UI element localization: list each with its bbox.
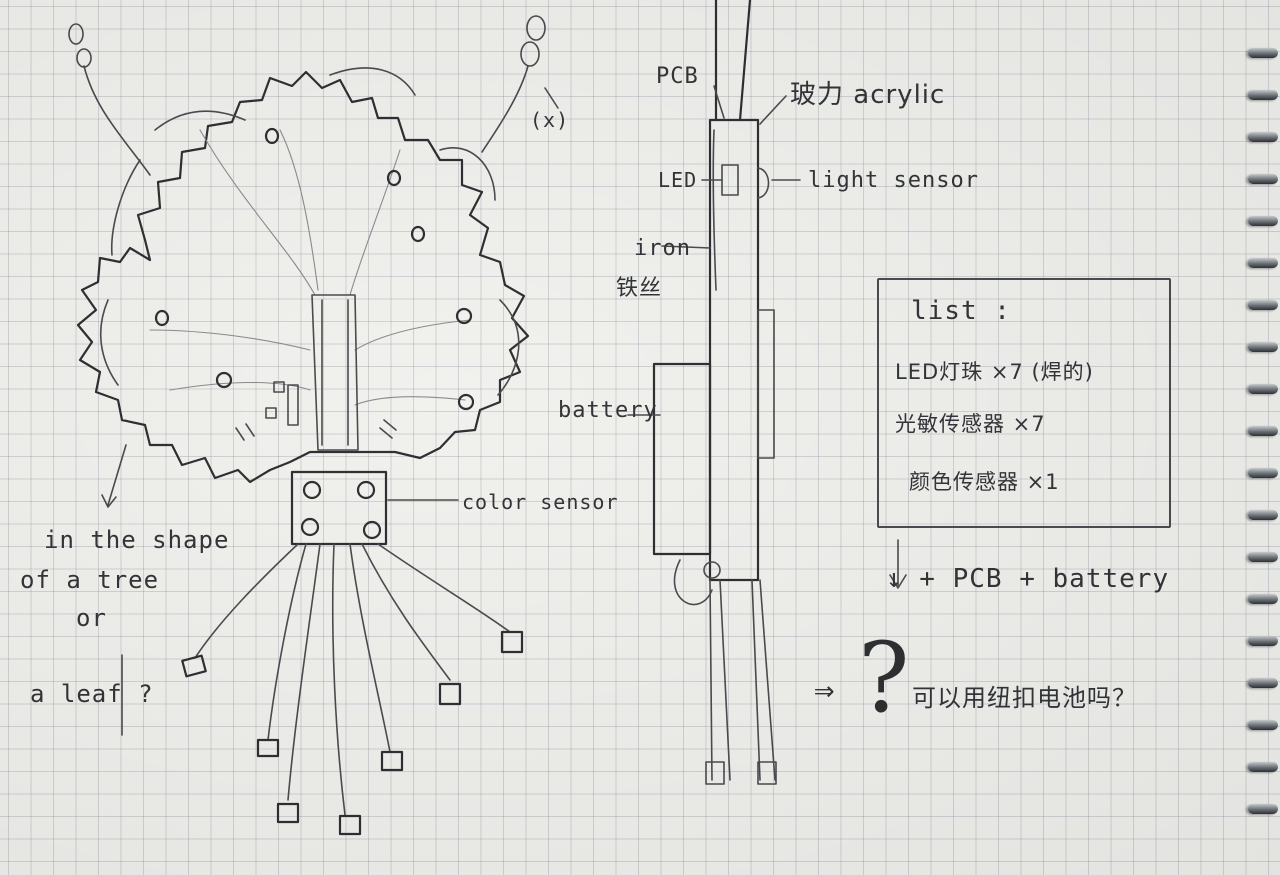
color-sensor-board	[235, 419, 459, 546]
tree-leaf-outline	[76, 67, 530, 484]
sensor-wires	[181, 543, 524, 836]
binding-ring	[1248, 342, 1278, 352]
side-view	[627, 0, 801, 785]
hang-wires	[68, 15, 559, 176]
binding-ring	[1248, 90, 1278, 100]
implies-arrow: ⇒	[814, 670, 836, 710]
binding-ring	[1248, 468, 1278, 478]
x-mark-label: (x)	[530, 108, 570, 132]
trunk	[311, 294, 359, 451]
binding-ring	[1248, 48, 1278, 58]
list-item: 光敏传感器 ×7	[895, 412, 1046, 436]
binding-ring	[1248, 762, 1278, 772]
list-title: list :	[911, 296, 1011, 326]
binding-ring	[1248, 384, 1278, 394]
binding-ring	[1248, 258, 1278, 268]
binding-ring	[1248, 594, 1278, 604]
binding-ring	[1248, 720, 1278, 730]
binding-ring	[1248, 552, 1278, 562]
binding-ring	[1248, 804, 1278, 814]
led-beads	[154, 127, 475, 426]
plus-pcb-battery-note: ↓ + PCB + battery	[886, 564, 1170, 594]
binding-ring	[1248, 636, 1278, 646]
pcb-label: PCB	[656, 64, 699, 89]
light-sensor-label: light sensor	[808, 168, 979, 193]
binding-ring	[1248, 132, 1278, 142]
list-item: 颜色传感器 ×1	[909, 470, 1060, 494]
binding-ring	[1248, 174, 1278, 184]
color-sensor-label: color sensor	[462, 490, 619, 514]
annotation-arrow	[101, 444, 127, 736]
battery-label: battery	[558, 398, 658, 423]
shape-note-line-3: or	[76, 604, 107, 632]
question-mark: ?	[858, 622, 910, 734]
parts-list-box: list : LED灯珠 ×7 (焊的) 光敏传感器 ×7 颜色传感器 ×1	[877, 278, 1171, 528]
acrylic-label: 玻力 acrylic	[790, 80, 946, 110]
iron-label: iron	[634, 236, 691, 261]
shape-note-line-1: in the shape	[44, 526, 230, 554]
button-battery-question: 可以用纽扣电池吗？	[912, 684, 1137, 712]
binding-ring	[1248, 426, 1278, 436]
spiral-binding	[1240, 30, 1280, 860]
iron-cn-label: 铁丝	[616, 276, 663, 301]
down-arrow	[889, 539, 907, 589]
shape-note-line-2: of a tree	[20, 566, 160, 594]
binding-ring	[1248, 216, 1278, 226]
binding-ring	[1248, 678, 1278, 688]
binding-ring	[1248, 510, 1278, 520]
shape-note-line-4: a leaf ?	[30, 680, 154, 708]
binding-ring	[1248, 300, 1278, 310]
list-item: LED灯珠 ×7 (焊的)	[895, 360, 1094, 384]
led-label: LED	[658, 168, 698, 192]
